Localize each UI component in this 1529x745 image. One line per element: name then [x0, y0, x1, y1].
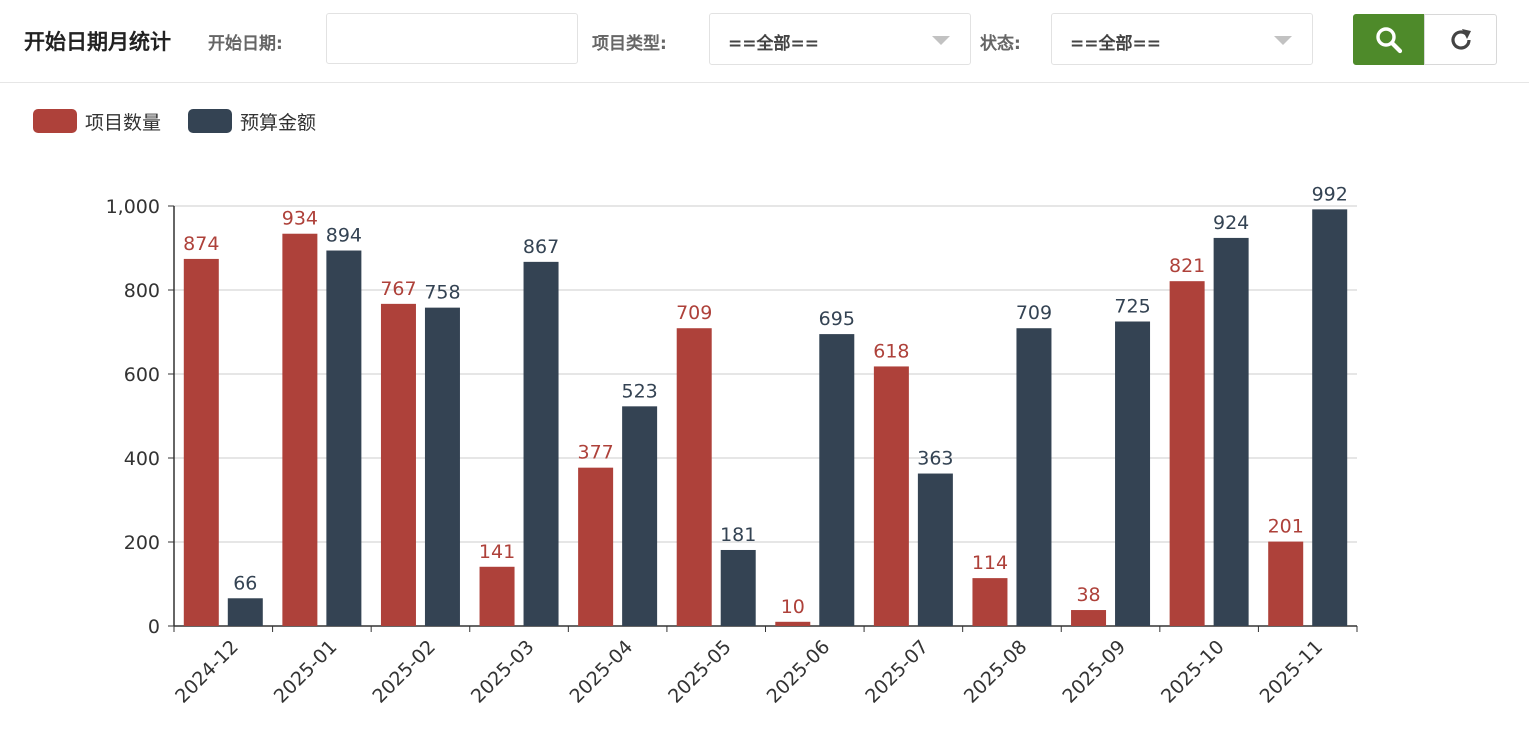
data-label: 992: [1312, 183, 1348, 205]
data-label: 66: [233, 572, 257, 594]
x-tick-label: 2025-07: [861, 636, 933, 708]
bar-budget-amount: [523, 261, 559, 626]
bar-budget-amount: [622, 406, 658, 626]
data-label: 377: [577, 442, 613, 464]
bar-project-count: [1169, 281, 1205, 626]
data-label: 10: [781, 596, 805, 618]
bar-budget-amount: [1213, 237, 1249, 627]
start-date-input[interactable]: [326, 13, 578, 64]
data-label: 201: [1268, 516, 1304, 538]
x-tick-label: 2024-12: [171, 636, 243, 708]
bar-budget-amount: [227, 598, 263, 626]
data-label: 363: [917, 448, 953, 470]
bar-project-count: [873, 366, 909, 626]
data-label: 725: [1114, 296, 1150, 318]
data-label: 924: [1213, 212, 1249, 234]
x-tick-label: 2025-08: [960, 636, 1032, 708]
x-tick-label: 2025-05: [664, 636, 736, 708]
bar-budget-amount: [720, 549, 756, 626]
project-type-label: 项目类型:: [592, 34, 667, 54]
y-tick-label: 400: [124, 448, 160, 470]
bar-chart: 0 200 400 600 800 1,000 2024-12 2025-01 2025-02 2…: [106, 183, 1358, 708]
bar-budget-amount: [326, 250, 362, 626]
project-type-value: ==全部==: [728, 34, 819, 54]
x-tick-label: 2025-10: [1157, 636, 1229, 708]
data-label: 523: [621, 380, 657, 402]
filter-toolbar: 开始日期月统计 开始日期: 项目类型: ==全部== 状态: ==全部==: [0, 0, 1529, 83]
project-type-select[interactable]: ==全部==: [709, 13, 971, 65]
y-tick-label: 200: [124, 532, 160, 554]
bar-budget-amount: [1115, 321, 1151, 626]
bar-project-count: [380, 303, 416, 626]
legend-label: 项目数量: [85, 112, 162, 134]
legend-swatch: [33, 109, 77, 133]
x-tick-label: 2025-01: [270, 636, 342, 708]
status-label: 状态:: [980, 34, 1021, 54]
data-label: 821: [1169, 255, 1205, 277]
x-tick-label: 2025-06: [763, 636, 835, 708]
legend-swatch: [188, 109, 232, 133]
data-label: 114: [972, 552, 1008, 574]
data-label: 934: [282, 208, 318, 230]
y-tick-label: 800: [124, 280, 160, 302]
chevron-down-icon: [1274, 36, 1292, 45]
status-select[interactable]: ==全部==: [1051, 13, 1313, 65]
bar-project-count: [578, 467, 614, 626]
start-date-label: 开始日期:: [208, 34, 283, 54]
refresh-button[interactable]: [1424, 14, 1497, 65]
bar-project-count: [1071, 610, 1107, 626]
x-tick-label: 2025-04: [565, 636, 637, 708]
chevron-down-icon: [932, 36, 950, 45]
y-tick-label: 1,000: [106, 196, 160, 218]
data-label: 141: [479, 541, 515, 563]
data-label: 618: [873, 340, 909, 362]
y-tick-label: 0: [148, 616, 160, 638]
bar-budget-amount: [819, 334, 855, 626]
bar-budget-amount: [424, 307, 460, 626]
bar-project-count: [676, 328, 712, 626]
data-label: 709: [676, 302, 712, 324]
data-label: 181: [720, 524, 756, 546]
bar-project-count: [479, 566, 515, 626]
search-button[interactable]: [1353, 14, 1424, 65]
bar-budget-amount: [1312, 209, 1348, 627]
data-label: 709: [1016, 302, 1052, 324]
x-tick-label: 2025-09: [1058, 636, 1130, 708]
data-label: 758: [424, 282, 460, 304]
bar-project-count: [282, 233, 318, 626]
x-tick-label: 2025-03: [467, 636, 539, 708]
refresh-icon: [1450, 28, 1471, 50]
bar-project-count: [1268, 541, 1304, 626]
data-label: 38: [1076, 584, 1100, 606]
data-label: 874: [183, 233, 219, 255]
status-value: ==全部==: [1070, 34, 1161, 54]
data-label: 894: [326, 225, 362, 247]
x-tick-label: 2025-02: [368, 636, 440, 708]
data-label: 867: [523, 236, 559, 258]
data-label: 695: [819, 308, 855, 330]
bar-project-count: [972, 578, 1008, 626]
legend-label: 预算金额: [240, 112, 317, 134]
data-label: 767: [380, 278, 416, 300]
y-tick-label: 600: [124, 364, 160, 386]
bar-project-count: [183, 258, 219, 626]
x-tick-label: 2025-11: [1256, 636, 1328, 708]
bar-project-count: [775, 621, 811, 626]
bar-budget-amount: [1016, 328, 1052, 626]
bar-budget-amount: [917, 473, 953, 626]
page-title: 开始日期月统计: [24, 30, 171, 54]
search-icon: [1375, 26, 1402, 53]
